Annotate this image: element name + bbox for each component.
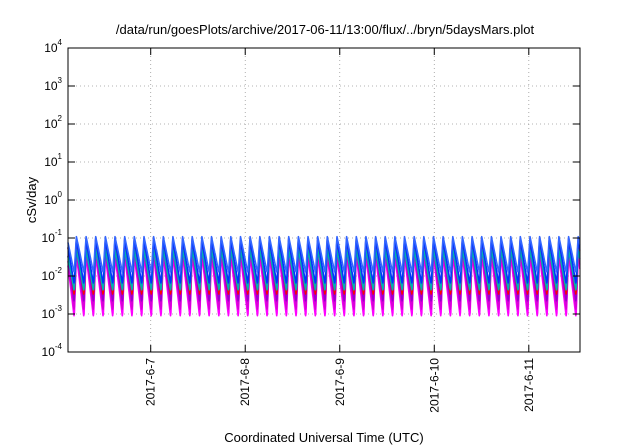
y-tick-base: 10: [44, 41, 58, 55]
y-tick-label: 101: [44, 152, 62, 169]
y-tick-label: 10-2: [42, 266, 63, 283]
y-tick-base: 10: [44, 117, 58, 131]
y-tick-label: 100: [44, 190, 62, 207]
x-tick-label: 2017-6-7: [144, 358, 158, 406]
x-axis-title: Coordinated Universal Time (UTC): [224, 430, 423, 445]
y-tick-base: 10: [44, 79, 58, 93]
series-layer: [67, 235, 581, 317]
y-tick-exponent: -4: [55, 342, 63, 351]
y-tick-exponent: 3: [58, 76, 63, 85]
series-line-7: [67, 235, 581, 273]
x-tick-labels: 2017-6-7 2017-6-8 2017-6-9 2017-6-10 2017-6-…: [144, 358, 536, 413]
y-tick-base: 10: [44, 193, 58, 207]
x-tick-label: 2017-6-9: [333, 358, 347, 406]
y-tick-exponent: 0: [58, 190, 63, 199]
y-tick-label: 103: [44, 76, 62, 93]
y-tick-base: 10: [42, 345, 56, 359]
y-tick-exponent: -3: [55, 304, 63, 313]
y-tick-exponent: -1: [55, 228, 63, 237]
x-tick-label: 2017-6-8: [238, 358, 252, 406]
y-tick-exponent: 4: [58, 38, 63, 47]
y-tick-label: 102: [44, 114, 62, 131]
y-tick-base: 10: [42, 231, 56, 245]
y-tick-base: 10: [42, 269, 56, 283]
y-tick-base: 10: [44, 155, 58, 169]
x-tick-label: 2017-6-10: [427, 358, 441, 413]
y-axis-title: cSv/day: [24, 176, 39, 223]
y-tick-base: 10: [42, 307, 56, 321]
chart-title: /data/run/goesPlots/archive/2017-06-11/1…: [116, 22, 535, 37]
y-tick-label: 10-3: [42, 304, 63, 321]
ticks: [68, 47, 580, 353]
y-tick-exponent: 1: [58, 152, 63, 161]
y-tick-label: 10-4: [42, 342, 63, 359]
y-tick-label: 10-1: [42, 228, 63, 245]
y-tick-label: 104: [44, 38, 62, 55]
y-tick-exponent: 2: [58, 114, 63, 123]
y-tick-exponent: -2: [55, 266, 63, 275]
x-tick-label: 2017-6-11: [522, 358, 536, 412]
